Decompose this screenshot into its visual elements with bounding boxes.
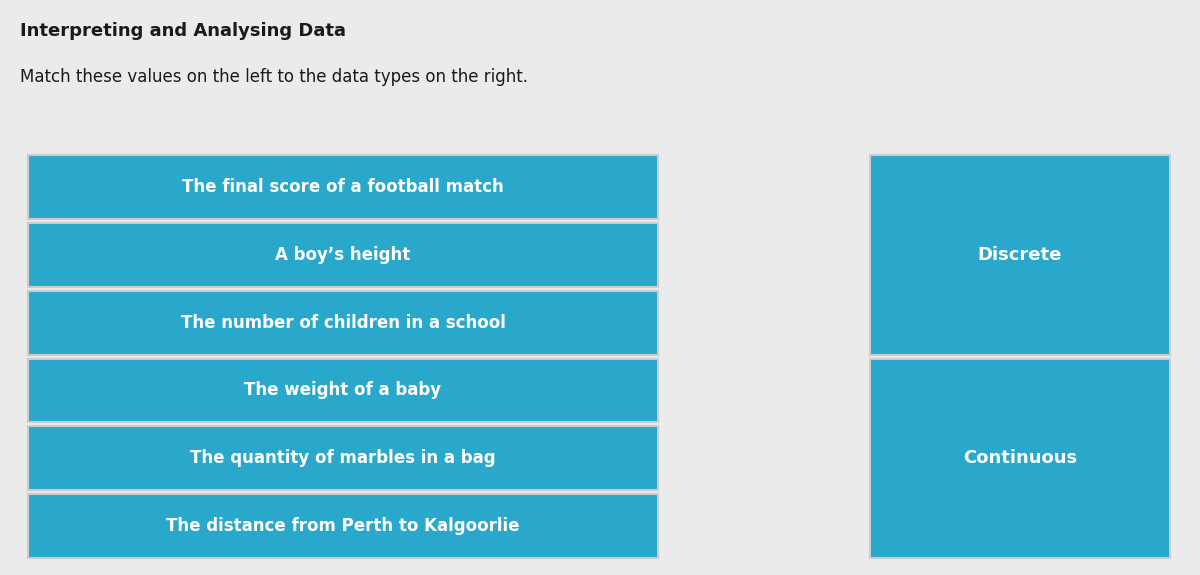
FancyBboxPatch shape (28, 291, 658, 355)
FancyBboxPatch shape (28, 494, 658, 558)
Text: The distance from Perth to Kalgoorlie: The distance from Perth to Kalgoorlie (167, 517, 520, 535)
FancyBboxPatch shape (28, 155, 658, 219)
Text: Interpreting and Analysing Data: Interpreting and Analysing Data (20, 22, 346, 40)
Text: Discrete: Discrete (978, 246, 1062, 264)
FancyBboxPatch shape (870, 155, 1170, 355)
Text: The final score of a football match: The final score of a football match (182, 178, 504, 196)
FancyBboxPatch shape (28, 358, 658, 422)
Text: The weight of a baby: The weight of a baby (245, 381, 442, 400)
Text: The number of children in a school: The number of children in a school (180, 313, 505, 332)
FancyBboxPatch shape (28, 426, 658, 490)
Text: Match these values on the left to the data types on the right.: Match these values on the left to the da… (20, 68, 528, 86)
FancyBboxPatch shape (28, 223, 658, 287)
FancyBboxPatch shape (870, 358, 1170, 558)
Text: Continuous: Continuous (962, 449, 1078, 467)
Text: A boy’s height: A boy’s height (275, 246, 410, 264)
Text: The quantity of marbles in a bag: The quantity of marbles in a bag (190, 449, 496, 467)
